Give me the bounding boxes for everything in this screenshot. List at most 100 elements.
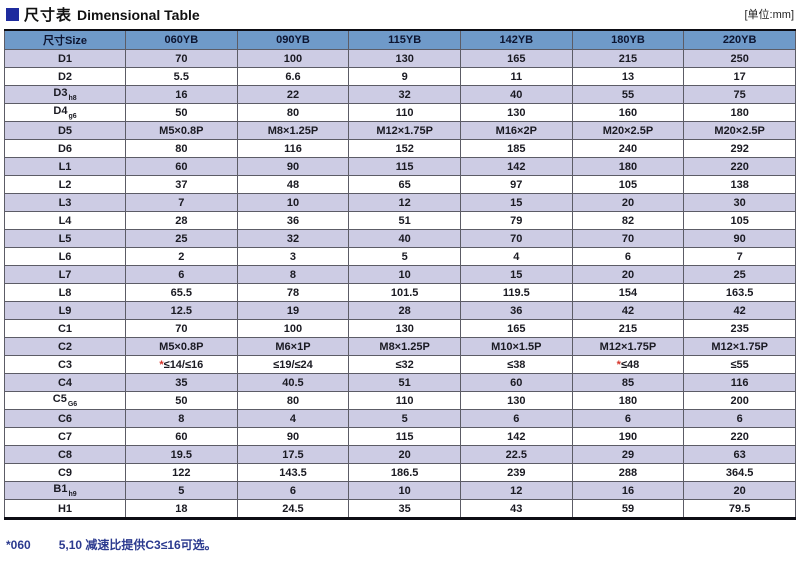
cell-value: 70 [125, 319, 238, 338]
cell-value: 200 [683, 391, 796, 410]
cell-value: 143.5 [236, 463, 350, 482]
cell-value: 165 [459, 49, 573, 68]
cell-value: 180 [683, 103, 796, 122]
cell-value: 60 [125, 427, 238, 446]
cell-value: 80 [236, 103, 350, 122]
cell-value: 180 [571, 391, 685, 410]
row-label-D3: D3h8 [4, 85, 126, 104]
table-row: D2 5.5 6.6 9 11 13 17 [4, 67, 796, 86]
cell-value: 142 [459, 157, 573, 176]
cell-value: 185 [459, 139, 573, 158]
cell-value: 19.5 [125, 445, 238, 464]
cell-value: 17.5 [236, 445, 350, 464]
cell-value: 25 [125, 229, 238, 248]
cell-value: 22.5 [459, 445, 573, 464]
cell-value: 10 [236, 193, 350, 212]
cell-value: 239 [459, 463, 573, 482]
cell-value: 80 [236, 391, 350, 410]
cell-value: 100 [236, 319, 350, 338]
cell-value: M5×0.8P [125, 337, 238, 356]
cell-value: 12.5 [125, 301, 238, 320]
table-row: D1 70 100 130 165 215 250 [4, 49, 796, 68]
cell-value: 288 [571, 463, 685, 482]
row-label-D4: D4g6 [4, 103, 126, 122]
cell-value: M20×2.5P [571, 121, 685, 140]
cell-value: ≤38 [459, 355, 573, 374]
cell-value: 110 [348, 391, 461, 410]
row-label-L4: L4 [4, 211, 126, 230]
cell-value: 7 [683, 247, 796, 266]
column-header-180YB: 180YB [571, 29, 685, 50]
cell-value: 19 [236, 301, 350, 320]
cell-value: 9 [348, 67, 461, 86]
cell-value: 42 [683, 301, 796, 320]
table-row: C4 35 40.5 51 60 85 116 [4, 373, 796, 392]
cell-value: 28 [125, 211, 238, 230]
table-row: L9 12.5 19 28 36 42 42 [4, 301, 796, 320]
cell-value: 100 [236, 49, 350, 68]
table-row: D3h8 16 22 32 40 55 75 [4, 85, 796, 104]
cell-value: 220 [683, 157, 796, 176]
table-row: D5 M5×0.8P M8×1.25P M12×1.75P M16×2P M20×2.5P… [4, 121, 796, 140]
cell-value: 5 [125, 481, 238, 500]
cell-value: 48 [236, 175, 350, 194]
cell-value: M8×1.25P [236, 121, 350, 140]
cell-value: 292 [683, 139, 796, 158]
cell-value: M20×2.5P [683, 121, 796, 140]
row-label-H1: H1 [4, 499, 126, 520]
cell-value: 130 [348, 49, 461, 68]
cell-value: 6 [683, 409, 796, 428]
row-label-L3: L3 [4, 193, 126, 212]
cell-value: 16 [125, 85, 238, 104]
table-row: L7 6 8 10 15 20 25 [4, 265, 796, 284]
row-label-L9: L9 [4, 301, 126, 320]
cell-value: 97 [459, 175, 573, 194]
footnote-text: 5,10 减速比提供C3≤16可选。 [58, 538, 217, 552]
table-row: C2 M5×0.8P M6×1P M8×1.25P M10×1.5P M12×1.75P M… [4, 337, 796, 356]
cell-value: 55 [571, 85, 685, 104]
tolerance-subscript: g6 [68, 112, 77, 120]
column-header-size: 尺寸Size [4, 29, 126, 50]
cell-value: 50 [125, 391, 238, 410]
cell-value: 32 [236, 229, 350, 248]
table-head: 尺寸Size 060YB 090YB 115YB 142YB 180YB 220YB [4, 29, 796, 50]
cell-value: 215 [571, 319, 685, 338]
cell-value: 79 [459, 211, 573, 230]
cell-value: 12 [348, 193, 461, 212]
cell-value: 105 [683, 211, 796, 230]
tolerance-subscript: h8 [68, 94, 77, 102]
column-header-115YB: 115YB [348, 29, 461, 50]
cell-value: 60 [125, 157, 238, 176]
cell-value: 116 [683, 373, 796, 392]
cell-value: 40.5 [236, 373, 350, 392]
cell-value: 22 [236, 85, 350, 104]
table-row: C3 *≤14/≤16 ≤19/≤24 ≤32 ≤38 *≤48 ≤55 [4, 355, 796, 374]
table-row: L2 37 48 65 97 105 138 [4, 175, 796, 194]
cell-value: *≤14/≤16 [125, 355, 238, 374]
row-label-D2: D2 [4, 67, 126, 86]
row-label-C6: C6 [4, 409, 126, 428]
cell-value: 142 [459, 427, 573, 446]
cell-value: 250 [683, 49, 796, 68]
cell-value: 50 [125, 103, 238, 122]
table-header-row: 尺寸Size 060YB 090YB 115YB 142YB 180YB 220YB [4, 29, 796, 50]
table-row: L3 7 10 12 15 20 30 [4, 193, 796, 212]
cell-value: 152 [348, 139, 461, 158]
cell-value: M8×1.25P [348, 337, 461, 356]
cell-value: 43 [459, 499, 573, 520]
cell-value: 85 [571, 373, 685, 392]
cell-value: 15 [459, 265, 573, 284]
table-row: L4 28 36 51 79 82 105 [4, 211, 796, 230]
row-label-C9: C9 [4, 463, 126, 482]
row-label-C1: C1 [4, 319, 126, 338]
cell-value: 235 [683, 319, 796, 338]
footnote-asterisk: * [159, 358, 164, 371]
cell-value: 28 [348, 301, 461, 320]
section-title: 尺寸表 Dimensional Table [6, 4, 200, 25]
cell-value: 6 [571, 247, 685, 266]
cell-value: 5 [348, 409, 461, 428]
column-header-090YB: 090YB [236, 29, 350, 50]
table-body: D1 70 100 130 165 215 250 D2 5.5 6.6 9 11 13 17 D3h8 16… [4, 49, 796, 520]
cell-value: 90 [236, 427, 350, 446]
cell-value: 70 [571, 229, 685, 248]
